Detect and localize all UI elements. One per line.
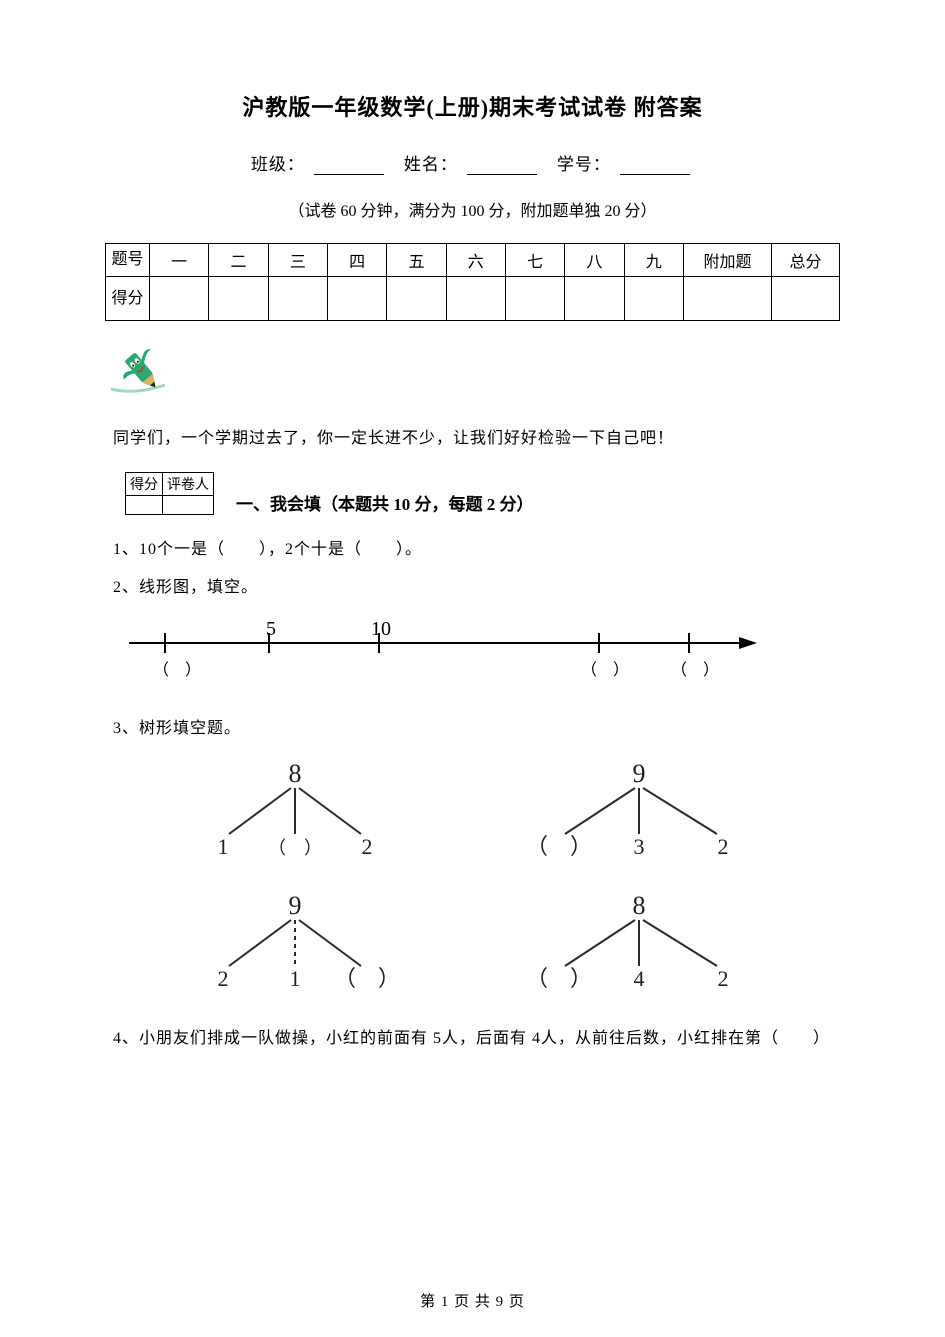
row-label-1: 题号	[106, 244, 150, 277]
duration-note: （试卷 60 分钟，满分为 100 分，附加题单独 20 分）	[105, 197, 840, 221]
tree-4: 8 （ ） 4 2	[535, 892, 755, 1002]
score-table: 题号 一 二 三 四 五 六 七 八 九 附加题 总分 得分	[105, 243, 840, 321]
question-1: 1、10个一是（ ），2个十是（ ）。	[113, 535, 840, 559]
score-cell[interactable]	[387, 277, 446, 321]
svg-text:（ ）: （ ）	[334, 966, 395, 991]
question-2: 2、线形图，填空。	[113, 573, 840, 597]
svg-text:2: 2	[718, 834, 729, 859]
greeting-text: 同学们，一个学期过去了，你一定长进不少，让我们好好检验一下自己吧！	[113, 424, 840, 448]
svg-text:10: 10	[371, 618, 391, 640]
question-4: 4、小朋友们排成一队做操，小红的前面有 5人，后面有 4人，从前往后数，小红排在…	[113, 1024, 840, 1048]
score-cell[interactable]	[684, 277, 772, 321]
col-9: 九	[624, 244, 683, 277]
page-title: 沪教版一年级数学(上册)期末考试试卷 附答案	[105, 90, 840, 122]
id-blank[interactable]	[620, 157, 690, 175]
score-cell[interactable]	[268, 277, 327, 321]
col-8: 八	[565, 244, 624, 277]
col-3: 三	[268, 244, 327, 277]
svg-text:9: 9	[289, 892, 302, 920]
col-1: 一	[150, 244, 209, 277]
class-blank[interactable]	[314, 157, 384, 175]
tree-3: 9 2 1 （ ）	[195, 892, 395, 1002]
score-cell[interactable]	[505, 277, 564, 321]
name-label: 姓名：	[404, 155, 458, 174]
tree-2: 9 （ ） 3 2	[535, 760, 755, 870]
id-label: 学号：	[557, 155, 611, 174]
svg-text:（ ）: （ ）	[535, 966, 592, 991]
svg-text:1: 1	[290, 966, 301, 991]
score-cell[interactable]	[772, 277, 840, 321]
col-total: 总分	[772, 244, 840, 277]
tree-row-1: 8 1 （ ） 2 9 （ ） 3 2	[195, 760, 840, 870]
student-info-line: 班级： 姓名： 学号：	[105, 150, 840, 175]
col-extra: 附加题	[684, 244, 772, 277]
score-cell[interactable]	[624, 277, 683, 321]
score-table-value-row: 得分	[106, 277, 840, 321]
svg-text:9: 9	[633, 760, 646, 788]
col-6: 六	[446, 244, 505, 277]
tree-1: 8 1 （ ） 2	[195, 760, 395, 870]
score-table-header-row: 题号 一 二 三 四 五 六 七 八 九 附加题 总分	[106, 244, 840, 277]
pencil-mascot-icon	[105, 339, 185, 399]
row-label-2: 得分	[106, 277, 150, 321]
svg-text:2: 2	[218, 966, 229, 991]
section-1-title: 一、我会填（本题共 10 分，每题 2 分）	[236, 476, 534, 515]
score-cell[interactable]	[209, 277, 268, 321]
svg-text:5: 5	[266, 618, 276, 640]
svg-text:8: 8	[633, 892, 646, 920]
mark-cell[interactable]	[126, 496, 163, 515]
mark-head-1: 得分	[126, 473, 163, 496]
question-3: 3、树形填空题。	[113, 714, 840, 738]
class-label: 班级：	[251, 155, 305, 174]
section-score-box: 得分 评卷人	[125, 472, 214, 515]
svg-text:1: 1	[218, 834, 229, 859]
svg-text:（ ）: （ ）	[535, 834, 592, 859]
mark-cell[interactable]	[163, 496, 214, 515]
score-cell[interactable]	[150, 277, 209, 321]
name-blank[interactable]	[467, 157, 537, 175]
svg-text:8: 8	[289, 760, 302, 788]
svg-text:（ ）: （ ）	[671, 661, 719, 679]
svg-text:4: 4	[634, 966, 645, 991]
number-line-figure: 5 10 （ ） （ ） （ ）	[129, 615, 840, 700]
col-2: 二	[209, 244, 268, 277]
col-5: 五	[387, 244, 446, 277]
col-7: 七	[505, 244, 564, 277]
score-cell[interactable]	[565, 277, 624, 321]
svg-text:（ ）: （ ）	[153, 661, 201, 679]
svg-text:2: 2	[718, 966, 729, 991]
tree-row-2: 9 2 1 （ ） 8 （ ） 4 2	[195, 892, 840, 1002]
svg-text:（ ）: （ ）	[268, 838, 322, 858]
svg-text:2: 2	[362, 834, 373, 859]
score-cell[interactable]	[327, 277, 386, 321]
svg-text:3: 3	[634, 834, 645, 859]
score-cell[interactable]	[446, 277, 505, 321]
svg-text:（ ）: （ ）	[581, 661, 629, 679]
mark-head-2: 评卷人	[163, 473, 214, 496]
page-footer: 第 1 页 共 9 页	[0, 1290, 945, 1311]
col-4: 四	[327, 244, 386, 277]
